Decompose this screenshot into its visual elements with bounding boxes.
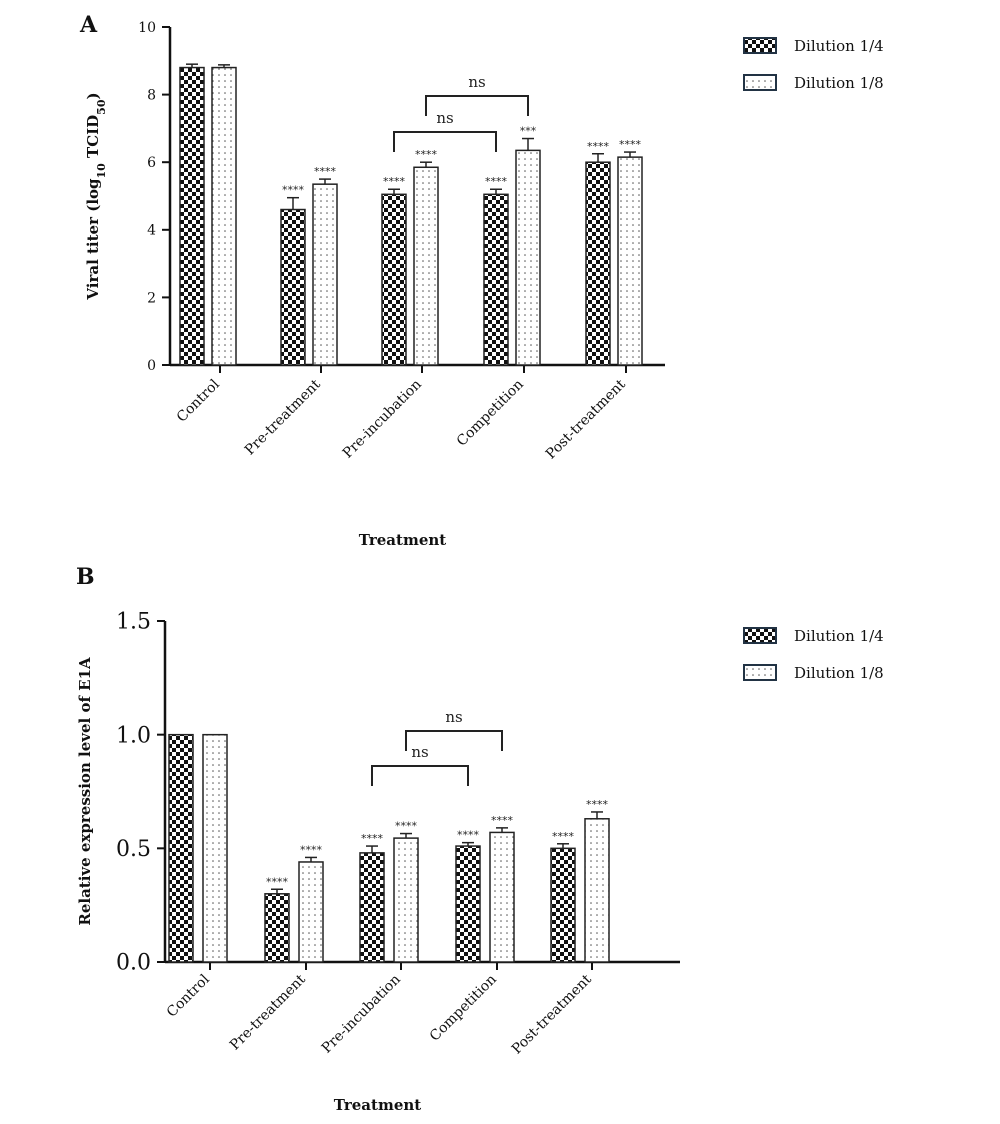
- bar-dilution-1-8: [413, 166, 439, 366]
- significance-label: ****: [485, 175, 508, 188]
- significance-label: ****: [552, 830, 575, 843]
- y-axis-title: Relative expression level of E1A: [76, 657, 94, 926]
- significance-label: ***: [520, 125, 537, 138]
- x-category-label: Pre-incubation: [340, 377, 425, 462]
- bar-dilution-1-4: [483, 193, 509, 366]
- significance-label: ****: [300, 843, 323, 856]
- bar-dilution-1-8: [515, 149, 541, 366]
- x-category-label: Control: [164, 971, 213, 1020]
- legend-label: Dilution 1/8: [794, 74, 884, 92]
- legend-swatch: [743, 37, 777, 54]
- y-tick-label: 6: [147, 155, 156, 171]
- legend-swatch: [743, 627, 777, 644]
- y-tick-label: 1.5: [116, 610, 151, 635]
- y-tick-label: 4: [147, 223, 156, 239]
- bar-dilution-1-8: [312, 183, 338, 366]
- bar-dilution-1-8: [393, 837, 419, 963]
- bar-dilution-1-4: [359, 852, 385, 963]
- comparison-label: ns: [468, 73, 485, 91]
- legend-label: Dilution 1/8: [794, 664, 884, 682]
- comparison-bracket: [371, 765, 469, 786]
- significance-label: ****: [266, 875, 289, 888]
- significance-label: ****: [491, 814, 514, 827]
- bar-dilution-1-4: [264, 893, 290, 963]
- bar-dilution-1-4: [280, 208, 306, 366]
- y-tick-label: 2: [147, 290, 156, 306]
- panel-a-chart: A 0 2 4 6 8 10 Control Pre-treatment Pre-incubati…: [79, 12, 884, 549]
- x-category-label: Control: [174, 376, 223, 425]
- y-tick-label: 1.0: [116, 723, 151, 748]
- significance-label: ****: [383, 175, 406, 188]
- significance-label: ****: [586, 798, 609, 811]
- comparison-bracket: [405, 730, 503, 751]
- y-axis-title: Viral titer (log10 TCID50): [84, 92, 108, 300]
- x-axis-title: Treatment: [334, 1096, 421, 1114]
- panel-label: A: [79, 12, 98, 38]
- bar-dilution-1-4: [381, 193, 407, 366]
- significance-label: ****: [361, 832, 384, 845]
- comparison-bracket: [393, 131, 497, 152]
- bar-dilution-1-8: [584, 818, 610, 963]
- x-axis-title: Treatment: [359, 531, 446, 549]
- x-category-label: Post-treatment: [509, 971, 595, 1057]
- x-category-label: Competition: [427, 972, 500, 1045]
- comparison-label: ns: [445, 708, 462, 726]
- legend-label: Dilution 1/4: [794, 37, 884, 55]
- y-tick-label: 10: [138, 20, 156, 36]
- bar-dilution-1-8: [617, 156, 643, 366]
- panel-b-chart: B 0.0 0.5 1.0 1.5 Control Pre-treatment Pre-inc…: [76, 564, 884, 1114]
- bar-dilution-1-4: [585, 161, 611, 366]
- x-category-label: Pre-treatment: [242, 376, 324, 458]
- x-category-label: Pre-incubation: [319, 972, 404, 1057]
- significance-label: ****: [282, 184, 305, 197]
- significance-label: ****: [587, 140, 610, 153]
- significance-label: ****: [314, 165, 337, 178]
- legend-swatch: [743, 74, 777, 91]
- bar-dilution-1-8: [489, 831, 515, 963]
- panel-label: B: [76, 564, 95, 590]
- y-tick-label: 8: [147, 88, 156, 104]
- comparison-label: ns: [436, 109, 453, 127]
- y-tick-label: 0.5: [116, 837, 151, 862]
- x-category-label: Competition: [454, 377, 527, 450]
- x-category-label: Post-treatment: [543, 376, 629, 462]
- bar-dilution-1-8: [298, 861, 324, 963]
- bar-dilution-1-4: [455, 845, 481, 963]
- bar-dilution-1-4: [550, 847, 576, 963]
- bar-dilution-1-8: [202, 733, 228, 963]
- x-category-label: Pre-treatment: [227, 971, 309, 1053]
- comparison-bracket: [425, 95, 529, 116]
- y-tick-label: 0: [147, 358, 156, 374]
- bar-dilution-1-8: [211, 66, 237, 366]
- legend-swatch: [743, 664, 777, 681]
- significance-label: ****: [395, 820, 418, 833]
- significance-label: ****: [457, 829, 480, 842]
- bar-dilution-1-4: [168, 733, 194, 963]
- legend-label: Dilution 1/4: [794, 627, 884, 645]
- y-tick-label: 0.0: [116, 951, 151, 976]
- significance-label: ****: [619, 138, 642, 151]
- comparison-label: ns: [411, 743, 428, 761]
- bar-dilution-1-4: [179, 66, 205, 366]
- significance-label: ****: [415, 148, 438, 161]
